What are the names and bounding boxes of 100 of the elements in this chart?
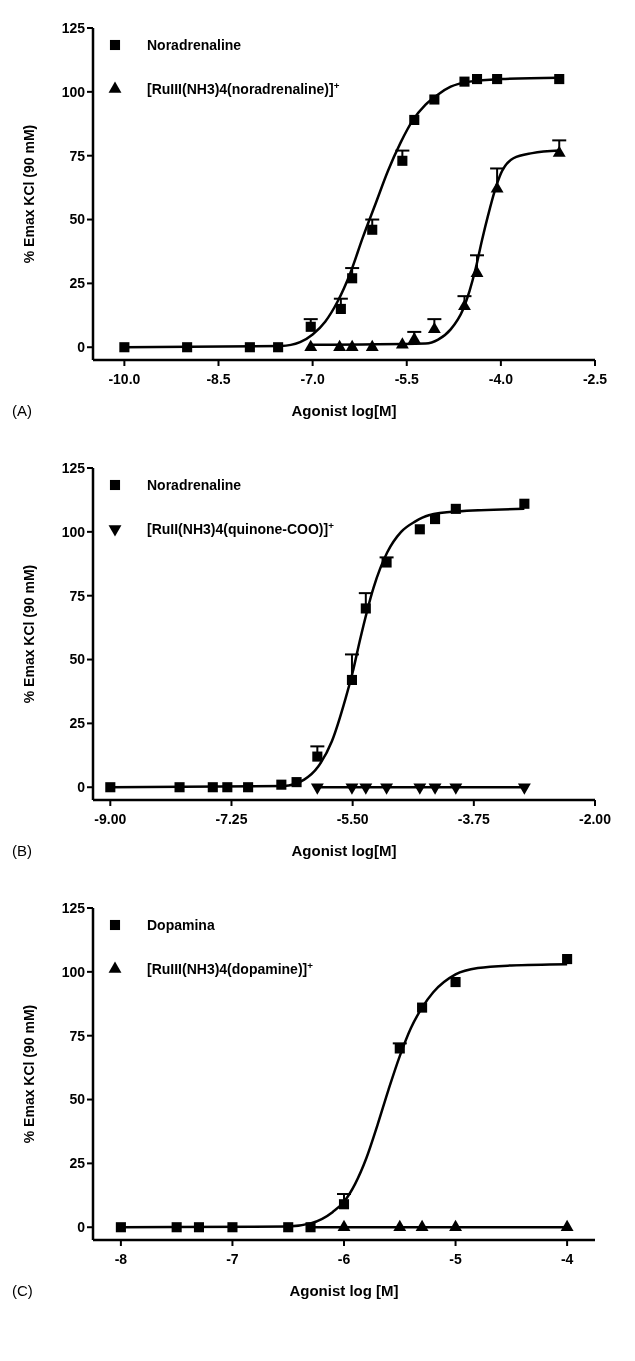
point: [381, 557, 392, 568]
point: [517, 783, 531, 795]
point: [409, 114, 420, 125]
y-tick-label: 25: [69, 275, 86, 292]
text: (C): [12, 1282, 33, 1299]
point: [346, 674, 358, 686]
point: [335, 303, 346, 314]
x-tick-label: -7.0: [300, 371, 325, 387]
point: [554, 74, 565, 85]
y-tick-label: 25: [69, 715, 86, 732]
x-tick-label: -5.5: [394, 371, 420, 387]
point: [365, 339, 379, 351]
point: [174, 782, 185, 793]
point: [345, 783, 359, 795]
point: [413, 783, 427, 795]
point: [207, 782, 218, 793]
point: [291, 777, 302, 788]
point: [227, 1222, 238, 1233]
point: [273, 342, 284, 353]
point: [222, 782, 233, 793]
point: [359, 783, 373, 795]
y-tick-label: 75: [69, 1027, 86, 1044]
point: [449, 783, 463, 795]
point: [243, 782, 254, 793]
point: [312, 751, 323, 762]
x-tick-label: -3.75: [457, 811, 490, 827]
y-tick-label: 50: [69, 651, 86, 668]
point: [492, 74, 503, 85]
point: [338, 1199, 350, 1210]
point: [367, 224, 378, 235]
legend-label: [RuII(NH3)4(quinone-COO)]$^{+}$: [147, 519, 335, 537]
point: [430, 514, 441, 525]
x-tick-label: -10.0: [108, 371, 141, 387]
x-tick-label: -2.00: [579, 811, 612, 827]
legend-label: [RuIII(NH3)4(noradrenaline)]$^{+}$: [147, 79, 340, 97]
legend-label: Dopamina: [147, 916, 215, 933]
y-tick-label: 125: [61, 459, 86, 476]
point: [397, 155, 408, 166]
point: [471, 74, 483, 85]
point: [380, 783, 394, 795]
point: [182, 342, 193, 353]
point: [305, 1222, 316, 1233]
y-axis-title: % Emax KCl (90 mM): [21, 564, 37, 704]
y-tick-label: 100: [61, 963, 86, 980]
point: [490, 181, 504, 193]
y-tick-label: 0: [77, 339, 86, 356]
y-axis-title: % Emax KCl (90 mM): [21, 124, 37, 264]
y-tick-label: 50: [69, 211, 86, 228]
point: [562, 954, 573, 965]
point: [470, 265, 484, 277]
x-tick-label: -8: [114, 1251, 128, 1267]
point: [395, 337, 409, 349]
point: [119, 342, 130, 353]
legend-label: Noradrenaline: [147, 36, 242, 53]
text: (A): [12, 402, 32, 419]
x-tick-label: -7.25: [215, 811, 248, 827]
point: [345, 339, 359, 351]
point: [283, 1222, 294, 1233]
point: [244, 342, 255, 353]
point: [276, 779, 287, 790]
x-axis-title: Agonist log[M]: [291, 402, 397, 419]
x-axis-title: Agonist log[M]: [291, 842, 397, 859]
x-tick-label: -8.5: [206, 371, 231, 387]
y-tick-label: 100: [61, 523, 86, 540]
point: [193, 1222, 205, 1233]
y-axis-title: % Emax KCl (90 mM): [21, 1004, 37, 1144]
point: [552, 145, 566, 157]
point: [333, 339, 347, 351]
x-tick-label: -4.0: [488, 371, 514, 387]
point: [450, 503, 461, 514]
y-tick-label: 100: [61, 83, 86, 100]
y-tick-label: 75: [69, 147, 86, 164]
point: [305, 321, 316, 332]
point: [310, 783, 324, 795]
y-tick-label: 125: [61, 19, 86, 36]
point: [105, 782, 116, 793]
x-tick-label: -5.50: [336, 811, 369, 827]
y-tick-label: 25: [69, 1155, 86, 1172]
x-tick-label: -7: [226, 1251, 239, 1267]
x-tick-label: -2.5: [582, 371, 608, 387]
x-tick-label: -4: [560, 1251, 574, 1267]
text: (B): [12, 842, 32, 859]
x-tick-label: -6: [337, 1251, 351, 1267]
y-tick-label: 125: [61, 899, 86, 916]
point: [115, 1222, 126, 1233]
x-tick-label: -9.00: [94, 811, 127, 827]
y-tick-label: 75: [69, 587, 86, 604]
legend-label: [RuIII(NH3)4(dopamine)]$^{+}$: [147, 959, 314, 977]
point: [304, 339, 318, 351]
point: [428, 783, 442, 795]
point: [519, 498, 530, 509]
y-tick-label: 50: [69, 1091, 86, 1108]
point: [459, 76, 470, 87]
x-axis-title: Agonist log [M]: [289, 1282, 399, 1299]
point: [347, 273, 358, 284]
point: [171, 1222, 182, 1233]
point: [429, 94, 440, 105]
point: [360, 603, 371, 614]
legend-label: Noradrenaline: [147, 476, 242, 493]
point: [414, 524, 425, 535]
